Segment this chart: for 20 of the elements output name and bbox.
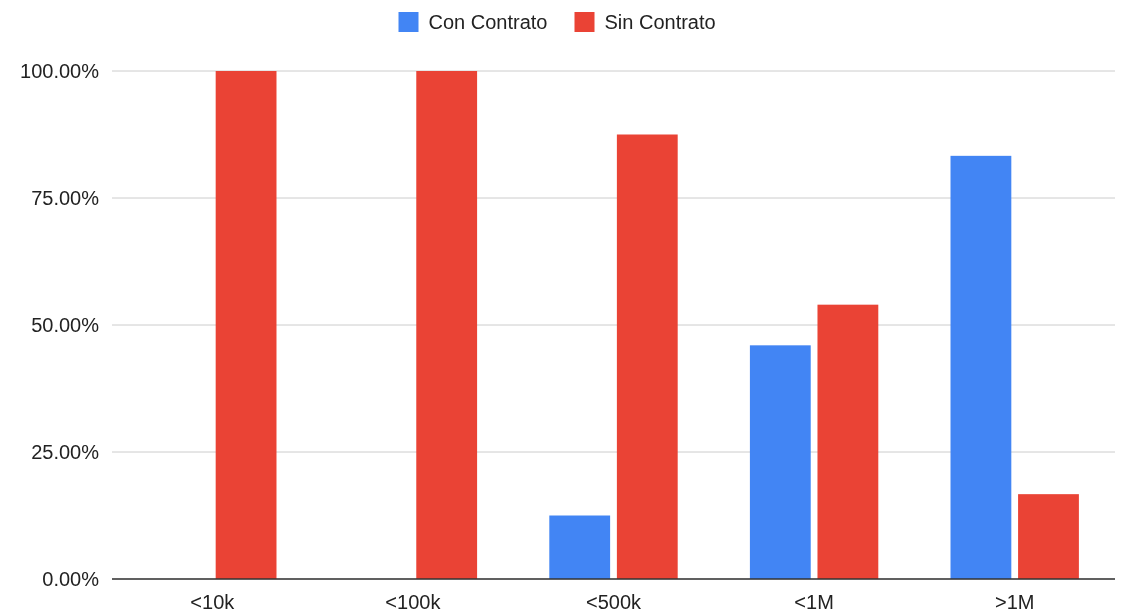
bar xyxy=(416,71,478,579)
legend-label: Con Contrato xyxy=(428,11,548,33)
bar xyxy=(616,134,678,579)
bar xyxy=(1018,494,1079,579)
y-tick-label: 100.00% xyxy=(20,60,100,82)
bar xyxy=(749,345,811,579)
y-tick-label: 50.00% xyxy=(31,314,100,336)
x-tick-label: <100k xyxy=(385,591,442,613)
bar xyxy=(215,71,277,579)
legend-label: Sin Contrato xyxy=(604,11,716,33)
x-tick-label: <500k xyxy=(585,591,643,613)
x-tick-label: >1M xyxy=(994,591,1035,613)
x-tick-label: <10k xyxy=(190,591,236,613)
bar xyxy=(549,515,611,579)
x-tick-label: <1M xyxy=(794,591,834,613)
y-tick-label: 0.00% xyxy=(42,568,100,590)
bar xyxy=(817,304,879,579)
y-tick-label: 75.00% xyxy=(31,187,100,209)
y-tick-label: 25.00% xyxy=(31,441,100,463)
bar xyxy=(950,155,1012,579)
